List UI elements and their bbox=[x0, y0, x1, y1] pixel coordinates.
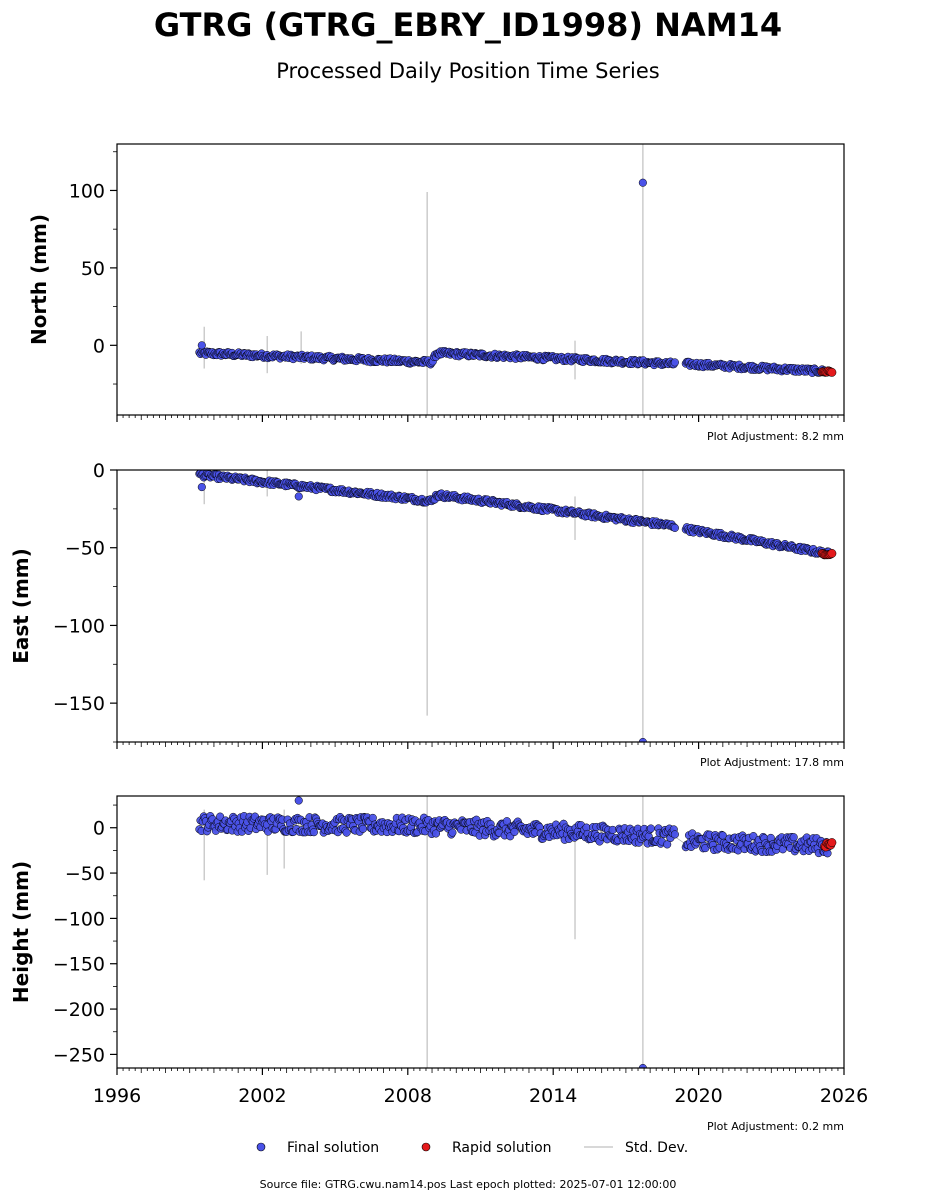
legend-final-marker bbox=[256, 1142, 266, 1152]
east-panel: 0 −50 −100 −150 East (mm) Plot Adjustment: 17… bbox=[9, 460, 845, 769]
plot-adjustment-note: Plot Adjustment: 0.2 mm bbox=[707, 1120, 844, 1133]
y-tick-label: −50 bbox=[65, 863, 105, 885]
source-note: Source file: GTRG.cwu.nam14.pos Last epo… bbox=[260, 1178, 677, 1191]
x-tick-label: 2020 bbox=[674, 1085, 722, 1107]
legend: Final solution Rapid solution Std. Dev. bbox=[256, 1140, 688, 1156]
final-point bbox=[510, 827, 519, 836]
y-tick-label: −200 bbox=[53, 999, 105, 1021]
figure-title: GTRG (GTRG_EBRY_ID1998) NAM14 bbox=[154, 6, 782, 44]
final-point bbox=[309, 828, 318, 837]
plot-adjustment-note: Plot Adjustment: 17.8 mm bbox=[700, 756, 844, 769]
y-axis-label: East (mm) bbox=[9, 548, 33, 664]
final-point-outlier bbox=[294, 492, 303, 501]
x-tick-label: 2014 bbox=[529, 1085, 577, 1107]
y-tick-label: 0 bbox=[93, 335, 105, 357]
y-tick-label: 100 bbox=[69, 180, 105, 202]
y-tick-label: −150 bbox=[53, 693, 105, 715]
x-tick-label: 2002 bbox=[238, 1085, 286, 1107]
final-point-outlier bbox=[197, 483, 206, 492]
final-point bbox=[789, 833, 798, 842]
legend-stddev-label: Std. Dev. bbox=[625, 1140, 688, 1156]
legend-rapid-marker bbox=[421, 1142, 431, 1152]
final-point bbox=[646, 824, 655, 833]
final-point bbox=[663, 840, 672, 849]
final-point bbox=[431, 829, 441, 838]
final-point-outlier bbox=[638, 737, 647, 742]
height-panel: 1996 2002 2008 2014 2020 2026 0 −50 −100 −150 −200… bbox=[9, 795, 868, 1133]
final-point bbox=[670, 523, 679, 532]
final-point-outlier bbox=[638, 178, 647, 187]
y-tick-label: −100 bbox=[53, 908, 105, 930]
x-tick-label: 2008 bbox=[384, 1085, 432, 1107]
final-point bbox=[448, 828, 457, 837]
final-point bbox=[216, 812, 225, 821]
final-point bbox=[358, 824, 368, 833]
final-point bbox=[502, 817, 511, 826]
rapid-point bbox=[827, 367, 837, 377]
y-tick-label: −150 bbox=[53, 954, 105, 976]
y-tick-label: −250 bbox=[53, 1044, 105, 1066]
legend-final-label: Final solution bbox=[287, 1140, 379, 1156]
plot-area bbox=[195, 796, 837, 1068]
x-tick-label: 1996 bbox=[93, 1085, 141, 1107]
plot-area bbox=[195, 144, 837, 415]
plot-area bbox=[195, 470, 837, 742]
axes-frame bbox=[116, 469, 845, 743]
rapid-point bbox=[827, 548, 837, 558]
final-point bbox=[670, 358, 679, 367]
y-axis-label: Height (mm) bbox=[9, 861, 33, 1003]
rapid-point bbox=[827, 838, 837, 848]
legend-rapid-label: Rapid solution bbox=[452, 1140, 552, 1156]
x-tick-label: 2026 bbox=[820, 1085, 868, 1107]
plot-adjustment-note: Plot Adjustment: 8.2 mm bbox=[707, 430, 844, 443]
y-tick-label: −100 bbox=[53, 615, 105, 637]
final-point-outlier bbox=[294, 796, 303, 805]
y-tick-label: −50 bbox=[65, 538, 105, 560]
figure-subtitle: Processed Daily Position Time Series bbox=[276, 59, 660, 83]
y-tick-label: 0 bbox=[93, 818, 105, 840]
axes-frame bbox=[116, 143, 845, 416]
final-point bbox=[342, 828, 351, 837]
y-tick-label: 0 bbox=[93, 460, 105, 482]
y-tick-label: 50 bbox=[81, 258, 105, 280]
final-point bbox=[670, 830, 679, 839]
north-panel: 100 50 0 North (mm) Plot Adjustment: 8.2 mm bbox=[27, 143, 845, 443]
y-axis-label: North (mm) bbox=[27, 214, 51, 345]
final-point-outlier bbox=[197, 341, 206, 350]
